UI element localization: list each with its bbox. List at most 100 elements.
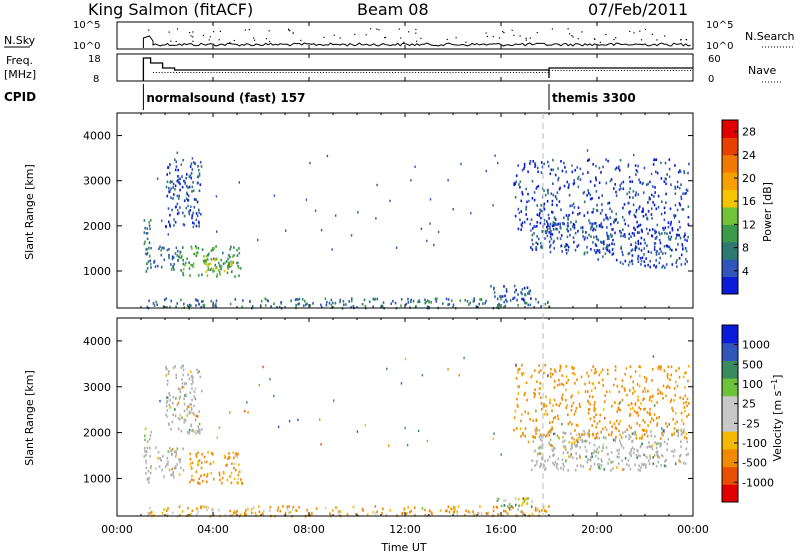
nave-dot [684,70,686,71]
range-cell [653,264,655,267]
range-cell [583,190,586,194]
range-cell [529,303,532,307]
range-cell [622,262,624,266]
range-cell [593,451,595,454]
range-cell [475,305,478,308]
range-cell [187,198,189,202]
range-cell [414,506,416,509]
range-cell [645,227,648,231]
range-cell [550,192,553,195]
range-cell [273,302,275,306]
range-cell [177,197,180,200]
range-cell [558,230,561,234]
range-cell [563,465,565,468]
range-cell [552,182,554,185]
range-cell [569,420,571,424]
range-cell [156,303,158,307]
range-cell [632,380,634,384]
nave-dot [334,72,336,73]
nave-dot [394,72,396,73]
range-cell [598,181,601,185]
range-cell [519,427,522,431]
range-cell [543,202,546,206]
colorbar-tick-label: 24 [742,149,756,162]
range-cell [533,225,535,228]
range-cell [201,452,203,456]
range-cell [643,238,646,241]
range-cell [155,467,157,471]
range-cell [614,365,617,368]
nave-dot [580,70,582,71]
range-cell [687,215,690,219]
colorbar-tick-label: 20 [742,172,756,185]
range-cell [203,460,206,464]
range-cell [671,449,673,453]
range-cell [648,441,650,444]
range-cell [678,257,681,260]
range-cell [611,228,613,231]
range-cell [574,373,576,376]
range-cell [556,228,558,231]
range-cell [192,221,194,225]
range-cell [168,370,170,373]
range-cell [672,409,674,413]
range-cell [176,403,179,407]
range-cell [641,256,644,259]
range-cell [385,513,387,517]
x-axis-ticks: 00:00 04:00 08:00 12:00 16:00 20:00 00:00 [101,22,709,536]
range-cell [198,431,200,435]
range-cell [167,463,169,466]
range-cell [637,395,639,399]
range-cell [176,249,179,253]
range-cell [596,237,598,241]
range-cell [179,250,182,254]
range-cell [223,454,226,458]
range-cell [647,263,649,267]
range-cell [531,180,534,183]
range-cell [389,199,391,203]
range-cell [668,167,671,171]
nave-dot [202,72,203,73]
range-cell [404,426,406,430]
range-cell [470,211,472,215]
range-cell [636,225,639,229]
range-cell [170,268,173,271]
range-cell [586,194,588,197]
range-cell [348,300,350,303]
range-cell [189,370,192,374]
range-cell [240,478,242,481]
range-cell [216,273,218,276]
range-cell [628,212,631,216]
range-cell [654,231,656,235]
range-cell [632,406,634,410]
range-cell [479,505,481,508]
nave-dot [418,72,419,73]
range-cell [587,171,589,174]
colorbar-segment [722,120,738,138]
range-cell [169,224,171,228]
range-cell [144,226,146,230]
range-cell [643,247,646,250]
range-cell [566,180,569,184]
range-cell [521,168,524,172]
range-cell [592,365,594,368]
range-cell [576,378,578,382]
range-cell [616,466,618,469]
range-cell [237,463,240,466]
range-cell [558,187,561,191]
range-cell [589,467,591,471]
range-cell [596,209,599,212]
nave-dot [501,72,503,73]
nave-dot [563,70,565,71]
range-cell [176,179,179,183]
range-cell [188,267,191,270]
range-cell [600,211,602,215]
range-cell [215,267,217,270]
range-cell [566,224,569,228]
range-cell [587,400,590,404]
range-cell [645,466,647,469]
range-cell [535,462,538,466]
range-cell [668,245,670,249]
nave-dot [690,70,692,71]
range-cell [165,297,168,300]
